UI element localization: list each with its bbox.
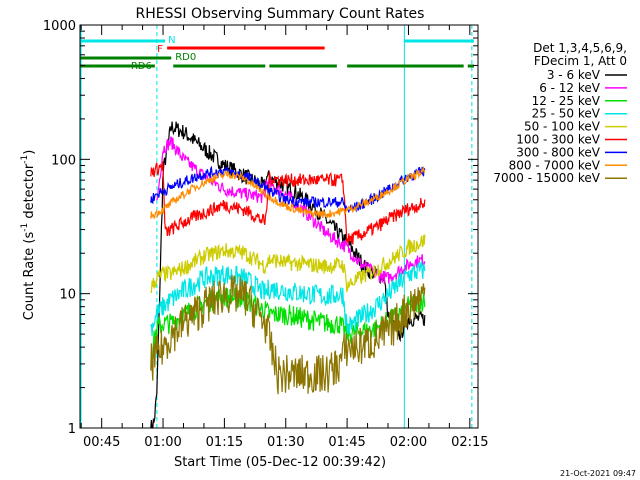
legend-header-line-2: FDecim 1, Att 0 xyxy=(534,54,627,68)
y-axis-label: Count Rate (s-1 detector-1) xyxy=(20,150,37,321)
plot-area: NF RD0 RD6 1 10 100 1000 00:45 01:00 01:15 01:30 01… xyxy=(43,19,489,450)
series-50-100-kev xyxy=(150,234,426,293)
x-tick-label: 00:45 xyxy=(83,435,120,450)
y-axis-label-sup2: -1 xyxy=(20,155,30,164)
y-axis-label-sup1: -1 xyxy=(20,223,30,232)
x-tick-label: 01:00 xyxy=(144,435,181,450)
legend-label-25-50-kev: 25 - 50 keV xyxy=(532,107,601,121)
x-tick-label: 01:45 xyxy=(328,435,365,450)
legend-label-7000-15000-kev: 7000 - 15000 keV xyxy=(493,171,600,185)
series-7000-15000-kev xyxy=(150,275,426,395)
legend-header-line-1: Det 1,3,4,5,6,9, xyxy=(533,41,627,55)
y-tick-label: 100 xyxy=(51,153,76,168)
series-800-7000-kev xyxy=(150,165,426,220)
svg-text:Count Rate (s-1 detector-1): Count Rate (s-1 detector-1) xyxy=(20,150,37,321)
series-100-300-kev xyxy=(150,161,426,245)
series-6-12-kev xyxy=(156,136,426,284)
x-tick-label: 01:30 xyxy=(267,435,304,450)
x-tick-label: 02:15 xyxy=(451,435,488,450)
y-tick-label: 1 xyxy=(68,422,76,437)
timestamp: 21-Oct-2021 09:47 xyxy=(560,469,636,478)
legend-label-100-300-kev: 100 - 300 keV xyxy=(516,133,600,147)
y-axis-label-main: Count Rate (s xyxy=(22,232,37,321)
rd6-flag-label: RD6 xyxy=(131,61,152,72)
legend-label-3-6-kev: 3 - 6 keV xyxy=(547,68,601,82)
y-tick-label: 10 xyxy=(59,288,76,303)
x-axis-label: Start Time (05-Dec-12 00:39:42) xyxy=(174,455,386,470)
plot-frame xyxy=(79,24,479,429)
legend-label-800-7000-kev: 800 - 7000 keV xyxy=(509,158,601,172)
flare-flag-label: F xyxy=(157,44,163,55)
x-tick-label: 01:15 xyxy=(206,435,243,450)
legend-label-50-100-kev: 50 - 100 keV xyxy=(524,120,601,134)
rd0-flag-label: RD0 xyxy=(175,52,196,63)
legend: Det 1,3,4,5,6,9, FDecim 1, Att 0 3 - 6 k… xyxy=(493,41,627,185)
y-axis-label-end: ) xyxy=(22,150,37,155)
y-axis-label-mid: detector xyxy=(22,163,37,223)
x-tick-label: 02:00 xyxy=(390,435,427,450)
chart-title: RHESSI Observing Summary Count Rates xyxy=(136,6,425,22)
legend-label-300-800-kev: 300 - 800 keV xyxy=(516,145,600,159)
series-25-50-kev xyxy=(150,261,426,336)
legend-label-12-25-kev: 12 - 25 keV xyxy=(532,94,601,108)
night-flag-label: N xyxy=(168,35,175,46)
legend-label-6-12-kev: 6 - 12 keV xyxy=(539,81,601,95)
series-300-800-kev xyxy=(150,165,426,214)
y-tick-label: 1000 xyxy=(43,19,76,34)
